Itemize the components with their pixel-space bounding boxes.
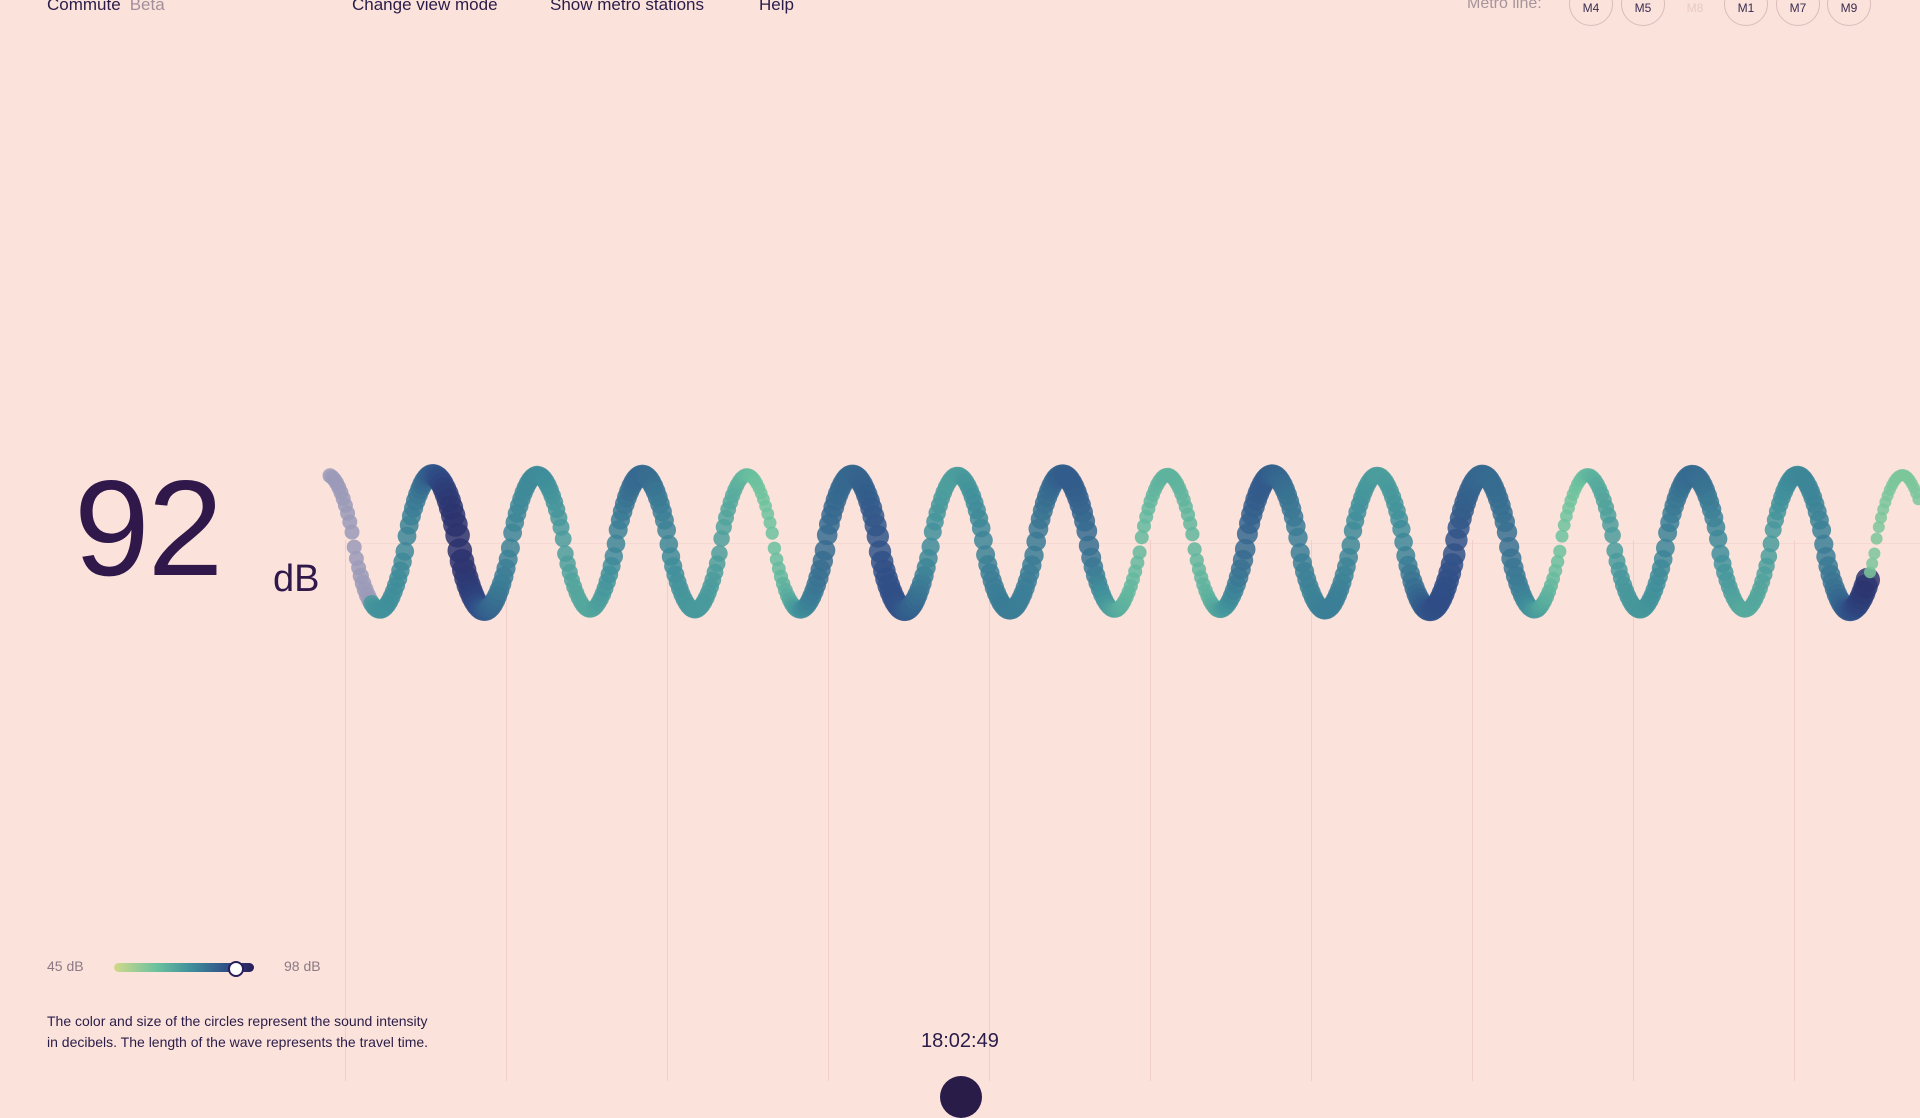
wave-dot <box>766 527 779 540</box>
sound-wave[interactable] <box>0 0 1920 1081</box>
wave-dots <box>323 464 1920 621</box>
legend-description: The color and size of the circles repres… <box>47 1011 437 1053</box>
wave-dot <box>555 531 572 548</box>
decibel-slider-handle[interactable] <box>228 961 244 977</box>
wave-dot <box>1604 527 1621 544</box>
wave-dot <box>1556 530 1569 543</box>
wave-dot <box>1133 545 1147 559</box>
wave-dot <box>1185 527 1199 541</box>
wave-dot <box>1871 533 1883 545</box>
timeline-scrubber-handle[interactable] <box>940 1076 982 1118</box>
wave-dot <box>345 525 360 540</box>
wave-dot <box>1553 545 1566 558</box>
wave-dot <box>1868 548 1880 560</box>
wave-dot <box>711 545 728 562</box>
legend-min-label: 45 dB <box>47 958 84 974</box>
current-time: 18:02:49 <box>921 1030 999 1053</box>
wave-dot <box>1866 558 1878 570</box>
legend-max-label: 98 dB <box>284 958 321 974</box>
